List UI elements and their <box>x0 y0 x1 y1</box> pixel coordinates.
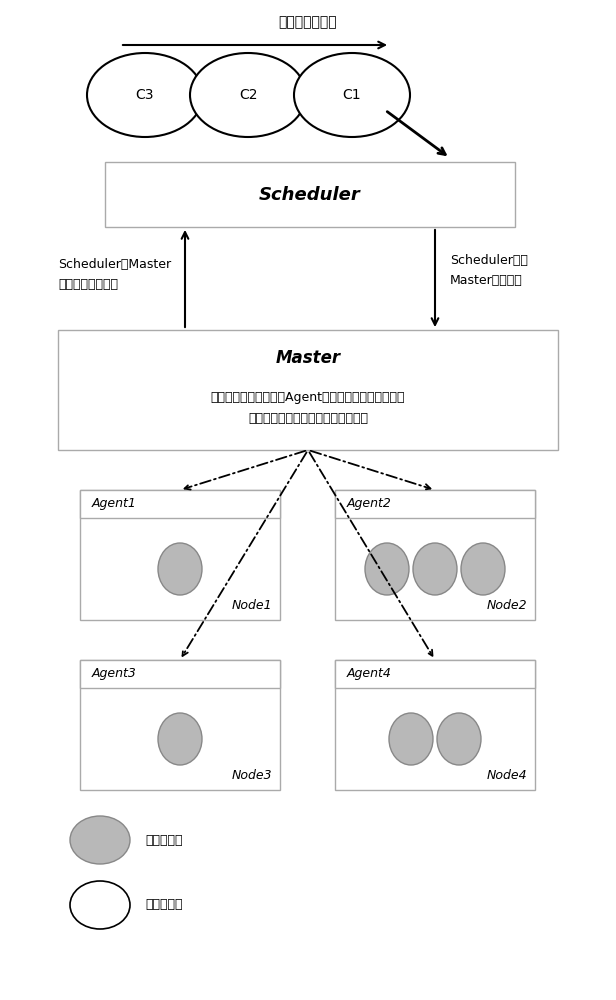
Bar <box>80 490 280 518</box>
Ellipse shape <box>437 713 481 765</box>
Text: 已部署容器: 已部署容器 <box>145 834 182 846</box>
Text: Scheduler通知: Scheduler通知 <box>450 253 528 266</box>
Text: Scheduler从Master: Scheduler从Master <box>58 258 171 271</box>
Ellipse shape <box>70 816 130 864</box>
Bar <box>80 490 280 620</box>
Ellipse shape <box>294 53 410 137</box>
Bar <box>80 660 280 688</box>
Text: C1: C1 <box>342 88 362 102</box>
Text: Node3: Node3 <box>232 769 272 782</box>
Ellipse shape <box>461 543 505 595</box>
Text: C3: C3 <box>136 88 154 102</box>
Text: Master: Master <box>275 349 341 367</box>
Bar <box>335 660 535 688</box>
Ellipse shape <box>389 713 433 765</box>
Text: Node2: Node2 <box>487 599 527 612</box>
Text: Master调度结果: Master调度结果 <box>450 273 523 286</box>
Ellipse shape <box>158 543 202 595</box>
Text: 待调度容器队列: 待调度容器队列 <box>278 15 338 29</box>
Text: 同步集群状态信息: 同步集群状态信息 <box>58 278 118 292</box>
Bar <box>335 490 535 620</box>
Bar <box>105 162 515 227</box>
Text: 待部署容器: 待部署容器 <box>145 898 182 912</box>
Text: Agent3: Agent3 <box>92 668 137 680</box>
Bar <box>58 330 558 450</box>
Ellipse shape <box>365 543 409 595</box>
Text: Scheduler: Scheduler <box>259 186 361 204</box>
Ellipse shape <box>413 543 457 595</box>
Ellipse shape <box>70 881 130 929</box>
Text: C2: C2 <box>239 88 257 102</box>
Ellipse shape <box>158 713 202 765</box>
Bar <box>335 660 535 790</box>
Ellipse shape <box>190 53 306 137</box>
Text: 容器信息，并接收新创建容器的请求: 容器信息，并接收新创建容器的请求 <box>248 412 368 424</box>
Bar <box>335 490 535 518</box>
Bar <box>80 660 280 790</box>
Text: Node1: Node1 <box>232 599 272 612</box>
Text: Node4: Node4 <box>487 769 527 782</box>
Text: Agent1: Agent1 <box>92 497 137 510</box>
Ellipse shape <box>87 53 203 137</box>
Text: Agent2: Agent2 <box>347 497 392 510</box>
Text: 定时从集群中各节点的Agent同步节点信息和已部署的: 定时从集群中各节点的Agent同步节点信息和已部署的 <box>211 391 405 404</box>
Text: Agent4: Agent4 <box>347 668 392 680</box>
